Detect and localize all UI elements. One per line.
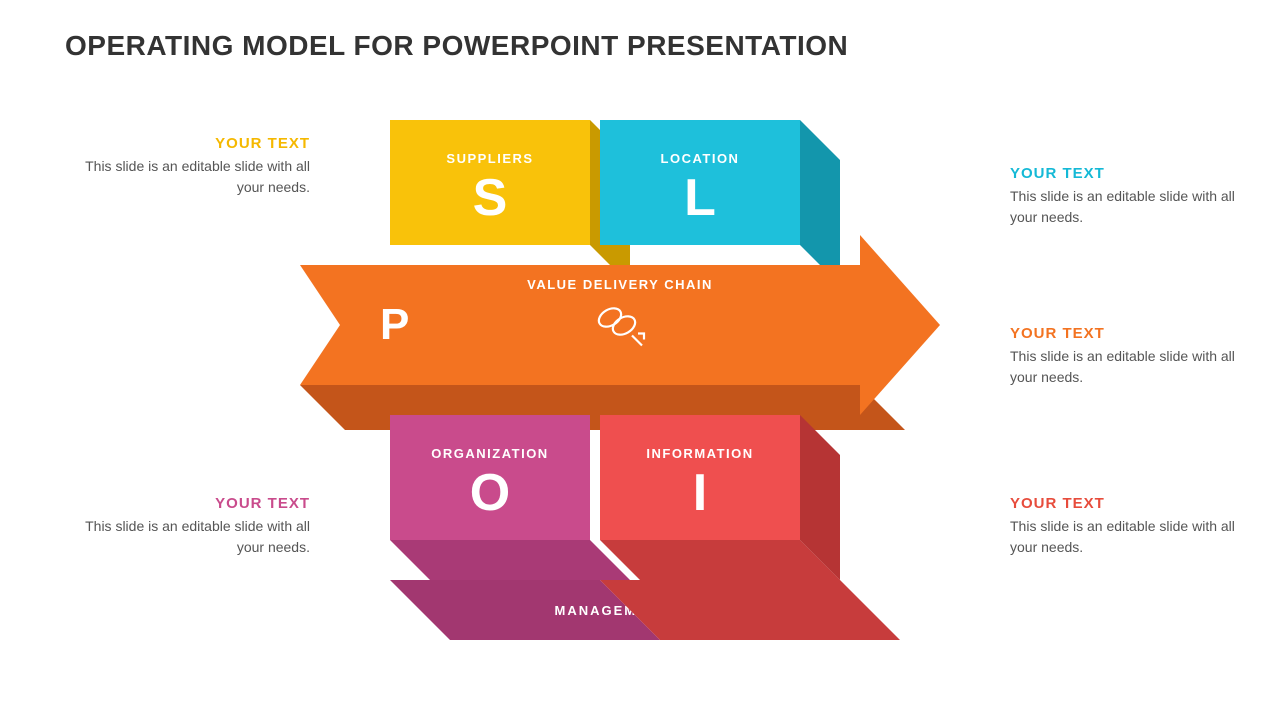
callout-mid-right: YOUR TEXT This slide is an editable slid… [1010,325,1240,388]
block-letter: I [693,467,707,519]
callout-body: This slide is an editable slide with all… [1010,346,1240,388]
block-letter: O [470,467,510,519]
block-label: LOCATION [661,151,740,166]
base-front [600,580,900,640]
block-suppliers: SUPPLIERS S [390,120,590,245]
callout-body: This slide is an editable slide with all… [80,516,310,558]
callout-top-right: YOUR TEXT This slide is an editable slid… [1010,165,1240,228]
operating-model-diagram: SUPPLIERS S LOCATION L P VALUE DELIVERY … [330,120,950,640]
block-side [800,120,840,285]
callout-heading: YOUR TEXT [1010,495,1240,512]
callout-bot-left: YOUR TEXT This slide is an editable slid… [80,495,310,558]
block-information: INFORMATION I [600,415,800,540]
callout-bot-right: YOUR TEXT This slide is an editable slid… [1010,495,1240,558]
arrow-title: VALUE DELIVERY CHAIN [527,277,713,292]
value-chain-arrow: P VALUE DELIVERY CHAIN [300,265,940,385]
block-front: INFORMATION I [600,415,800,540]
callout-top-left: YOUR TEXT This slide is an editable slid… [80,135,310,198]
block-label: ORGANIZATION [431,446,548,461]
callout-body: This slide is an editable slide with all… [1010,186,1240,228]
block-label: SUPPLIERS [446,151,533,166]
arrow-letter: P [380,300,409,350]
block-front: LOCATION L [600,120,800,245]
callout-body: This slide is an editable slide with all… [80,156,310,198]
arrow-head [860,235,940,415]
arrow-notch [300,265,340,385]
base-left: MANAGEMENT SYSTEM [390,580,600,640]
callout-body: This slide is an editable slide with all… [1010,516,1240,558]
page-title: OPERATING MODEL FOR POWERPOINT PRESENTAT… [65,30,848,62]
block-bottom [600,540,840,580]
callout-heading: YOUR TEXT [80,495,310,512]
chain-link-icon [592,302,648,353]
callout-heading: YOUR TEXT [1010,325,1240,342]
callout-heading: YOUR TEXT [80,135,310,152]
block-location: LOCATION L [600,120,800,245]
block-letter: S [473,172,508,224]
block-front: ORGANIZATION O [390,415,590,540]
block-label: INFORMATION [646,446,753,461]
block-bottom [390,540,630,580]
block-front: SUPPLIERS S [390,120,590,245]
block-letter: L [684,172,716,224]
base-right [600,580,840,640]
callout-heading: YOUR TEXT [1010,165,1240,182]
block-organization: ORGANIZATION O [390,415,590,540]
